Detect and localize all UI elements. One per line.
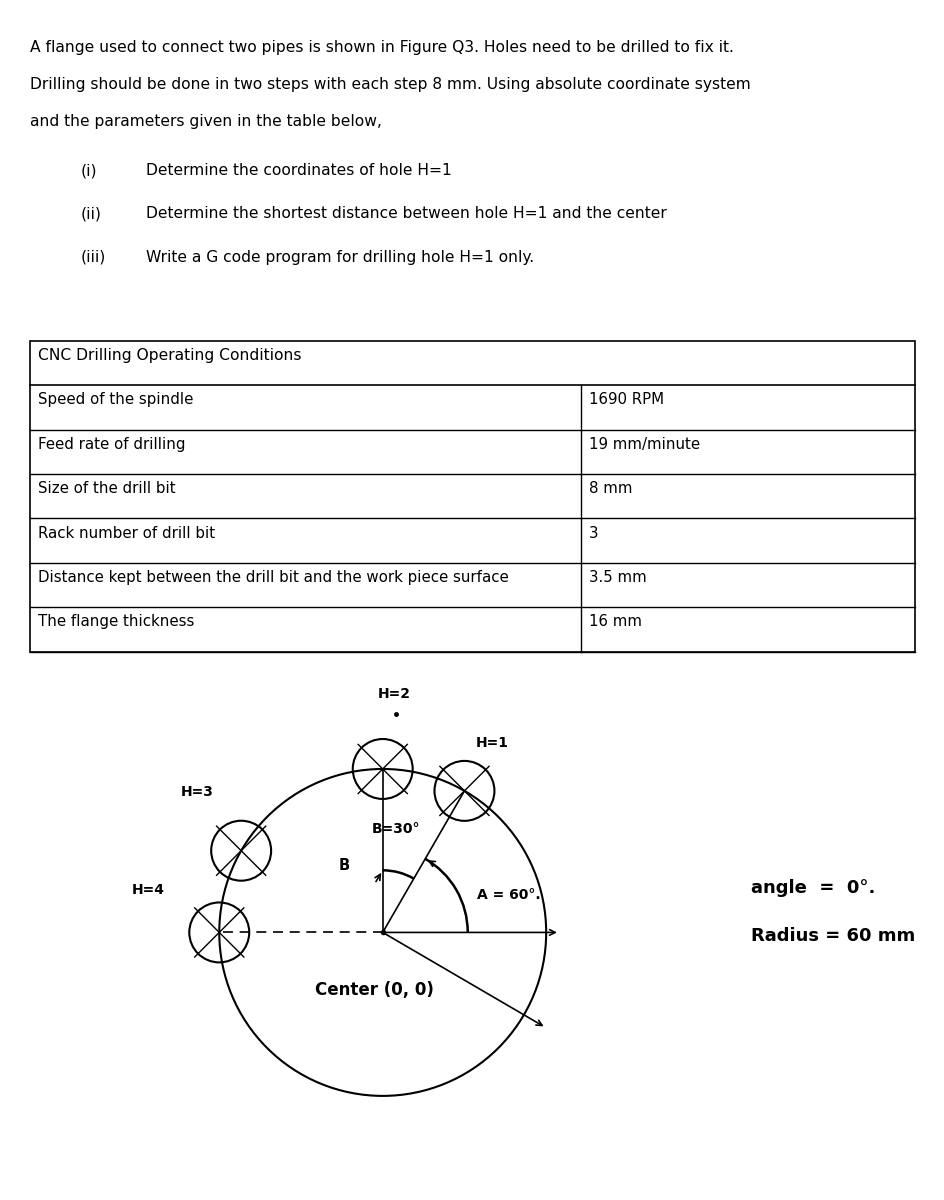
Bar [30,341,914,652]
Text: Radius = 60 mm: Radius = 60 mm [750,926,915,946]
Text: Distance kept between the drill bit and the work piece surface: Distance kept between the drill bit and … [38,570,508,586]
Text: 16 mm: 16 mm [588,614,641,629]
Text: The flange thickness: The flange thickness [38,614,194,629]
Text: Size of the drill bit: Size of the drill bit [38,481,176,497]
Text: Write a G code program for drilling hole H=1 only.: Write a G code program for drilling hole… [146,250,534,264]
Text: Center (0, 0): Center (0, 0) [314,982,433,1000]
Text: Feed rate of drilling: Feed rate of drilling [38,437,185,452]
Text: angle  =  0°.: angle = 0°. [750,878,875,898]
Text: Rack number of drill bit: Rack number of drill bit [38,526,214,540]
Text: 3.5 mm: 3.5 mm [588,570,646,586]
Text: H=2: H=2 [377,686,410,701]
Text: 1690 RPM: 1690 RPM [588,392,663,408]
Text: Speed of the spindle: Speed of the spindle [38,392,193,408]
Text: CNC Drilling Operating Conditions: CNC Drilling Operating Conditions [38,348,301,362]
Text: and the parameters given in the table below,: and the parameters given in the table be… [30,114,381,128]
Text: (ii): (ii) [80,206,101,221]
Text: (i): (i) [80,163,96,178]
Text: A flange used to connect two pipes is shown in Figure Q3. Holes need to be drill: A flange used to connect two pipes is sh… [30,40,733,55]
Text: B=30°: B=30° [372,822,420,836]
Text: Drilling should be done in two steps with each step 8 mm. Using absolute coordin: Drilling should be done in two steps wit… [30,77,750,92]
Text: 8 mm: 8 mm [588,481,632,497]
Text: Determine the shortest distance between hole H=1 and the center: Determine the shortest distance between … [146,206,666,221]
Text: A = 60°.: A = 60°. [476,888,540,902]
Text: Determine the coordinates of hole H=1: Determine the coordinates of hole H=1 [146,163,452,178]
Text: H=3: H=3 [181,785,214,799]
Text: 19 mm/minute: 19 mm/minute [588,437,700,452]
Text: H=4: H=4 [132,883,165,898]
Text: B: B [339,858,350,874]
Text: H=1: H=1 [475,736,508,750]
Text: 3: 3 [588,526,598,540]
Text: (iii): (iii) [80,250,106,264]
